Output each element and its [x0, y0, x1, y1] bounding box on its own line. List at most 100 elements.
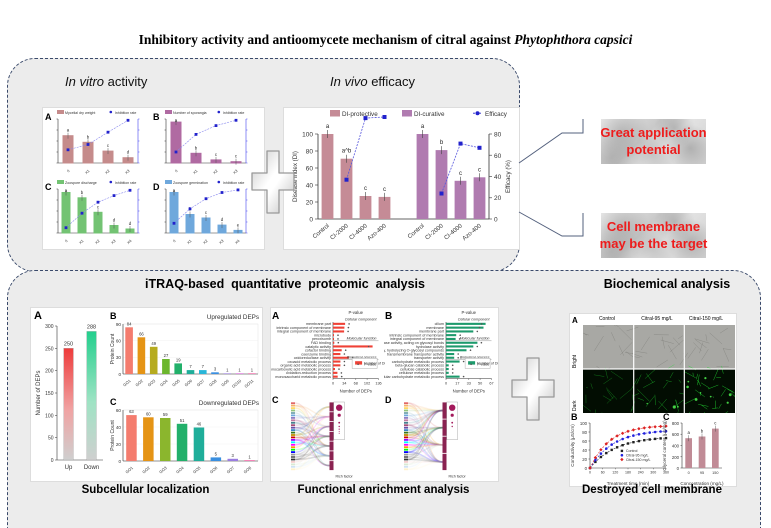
svg-text:GO7: GO7: [226, 465, 236, 475]
svg-text:1: 1: [226, 367, 229, 372]
svg-text:Cellular component: Cellular component: [458, 318, 491, 322]
svg-text:Downregulated DEPs: Downregulated DEPs: [199, 400, 259, 407]
svg-text:300: 300: [45, 324, 54, 330]
svg-text:0: 0: [51, 458, 54, 464]
svg-text:80: 80: [494, 132, 502, 139]
svg-text:0: 0: [309, 217, 313, 224]
svg-text:P-value: P-value: [348, 310, 363, 315]
svg-text:Efficacy (%): Efficacy (%): [505, 160, 512, 193]
svg-text:c: c: [107, 143, 110, 148]
svg-text:80: 80: [306, 149, 314, 156]
svg-text:a: a: [421, 124, 425, 130]
svg-text:7: 7: [189, 364, 192, 369]
svg-text:60: 60: [116, 339, 122, 344]
svg-text:46: 46: [197, 422, 202, 427]
svg-text:C: C: [45, 182, 52, 192]
svg-text:0: 0: [118, 459, 121, 464]
svg-text:59: 59: [163, 412, 168, 417]
svg-text:a: a: [67, 128, 70, 133]
svg-text:1: 1: [248, 454, 251, 459]
svg-text:c: c: [459, 171, 462, 177]
svg-text:Control: Control: [407, 223, 426, 240]
svg-text:X4: X4: [234, 239, 240, 245]
svg-text:B: B: [110, 311, 117, 321]
svg-text:60: 60: [116, 408, 122, 413]
svg-text:GO1: GO1: [124, 465, 134, 475]
svg-text:c: c: [235, 154, 238, 159]
svg-text:1: 1: [251, 367, 254, 372]
svg-text:0: 0: [688, 471, 690, 475]
svg-text:c: c: [383, 187, 386, 193]
svg-text:DI-protective: DI-protective: [342, 111, 378, 118]
svg-text:1: 1: [238, 367, 241, 372]
svg-text:a: a: [326, 124, 330, 130]
svg-text:Protein Count: Protein Count: [110, 333, 116, 364]
svg-text:X3: X3: [124, 169, 130, 175]
svg-text:c: c: [364, 186, 367, 192]
svg-text:200: 200: [45, 369, 54, 375]
svg-text:27: 27: [164, 353, 169, 358]
svg-text:Efficacy: Efficacy: [485, 111, 508, 118]
svg-text:Down: Down: [84, 465, 99, 471]
svg-text:60: 60: [146, 411, 151, 416]
svg-text:CI-2000: CI-2000: [424, 223, 445, 242]
svg-text:250: 250: [64, 341, 73, 347]
svg-text:3: 3: [232, 453, 235, 458]
svg-text:Number of DEPs: Number of DEPs: [453, 389, 485, 394]
svg-text:Number of DEPs: Number of DEPs: [340, 389, 372, 394]
svg-text:240: 240: [638, 471, 644, 475]
svg-text:c: c: [478, 167, 481, 173]
svg-text:102: 102: [364, 382, 370, 386]
svg-text:0: 0: [677, 466, 680, 471]
svg-text:GO1: GO1: [122, 378, 132, 388]
svg-text:Protein Count: Protein Count: [110, 420, 116, 451]
svg-text:GO4: GO4: [159, 378, 169, 388]
svg-text:50: 50: [48, 436, 54, 442]
svg-text:X2: X2: [94, 239, 100, 245]
svg-text:150: 150: [45, 391, 54, 397]
svg-text:X1: X1: [192, 169, 198, 175]
svg-text:Inhibition rate: Inhibition rate: [115, 181, 137, 185]
svg-text:GO6: GO6: [209, 465, 219, 475]
svg-text:b: b: [701, 429, 704, 434]
svg-text:monosaccharid metabolic proces: monosaccharid metabolic process: [275, 375, 331, 379]
svg-text:20: 20: [582, 457, 587, 462]
svg-text:Azo-400: Azo-400: [367, 223, 388, 242]
svg-text:60: 60: [494, 153, 502, 160]
svg-text:GO9: GO9: [220, 378, 230, 388]
svg-text:X2: X2: [104, 169, 110, 175]
svg-text:e: e: [237, 222, 240, 227]
svg-text:68: 68: [354, 382, 358, 386]
svg-text:120: 120: [612, 471, 618, 475]
svg-text:60: 60: [582, 439, 587, 444]
svg-text:250: 250: [45, 346, 54, 352]
svg-text:0: 0: [118, 372, 121, 377]
svg-text:63: 63: [129, 409, 134, 414]
svg-text:95: 95: [700, 471, 704, 475]
svg-text:Inhibition rate: Inhibition rate: [115, 111, 137, 115]
svg-text:Citral-150 mg/L: Citral-150 mg/L: [626, 458, 651, 462]
svg-text:19: 19: [176, 357, 181, 362]
svg-text:GO10: GO10: [231, 378, 243, 389]
svg-text:150: 150: [712, 471, 718, 475]
svg-text:cellular carbohydrate metaboli: cellular carbohydrate metabolic process: [384, 375, 444, 379]
svg-text:50: 50: [478, 382, 482, 386]
svg-text:X3: X3: [110, 239, 116, 245]
svg-text:60: 60: [306, 166, 314, 173]
svg-text:180: 180: [625, 471, 631, 475]
svg-text:20: 20: [494, 195, 502, 202]
svg-text:Number of sporangia: Number of sporangia: [173, 111, 207, 115]
svg-text:b: b: [81, 190, 84, 195]
svg-text:X3: X3: [218, 239, 224, 245]
svg-text:136: 136: [375, 382, 381, 386]
svg-text:90: 90: [116, 322, 122, 327]
svg-text:a^b: a^b: [342, 149, 352, 155]
svg-text:GO2: GO2: [134, 378, 144, 388]
svg-text:400: 400: [672, 444, 680, 449]
svg-text:CI-4000: CI-4000: [348, 223, 369, 242]
svg-text:GO3: GO3: [158, 465, 168, 475]
svg-text:51: 51: [180, 418, 185, 423]
svg-text:C: C: [110, 397, 117, 407]
svg-text:Cellular component: Cellular component: [345, 318, 378, 322]
svg-text:GO7: GO7: [196, 378, 206, 388]
